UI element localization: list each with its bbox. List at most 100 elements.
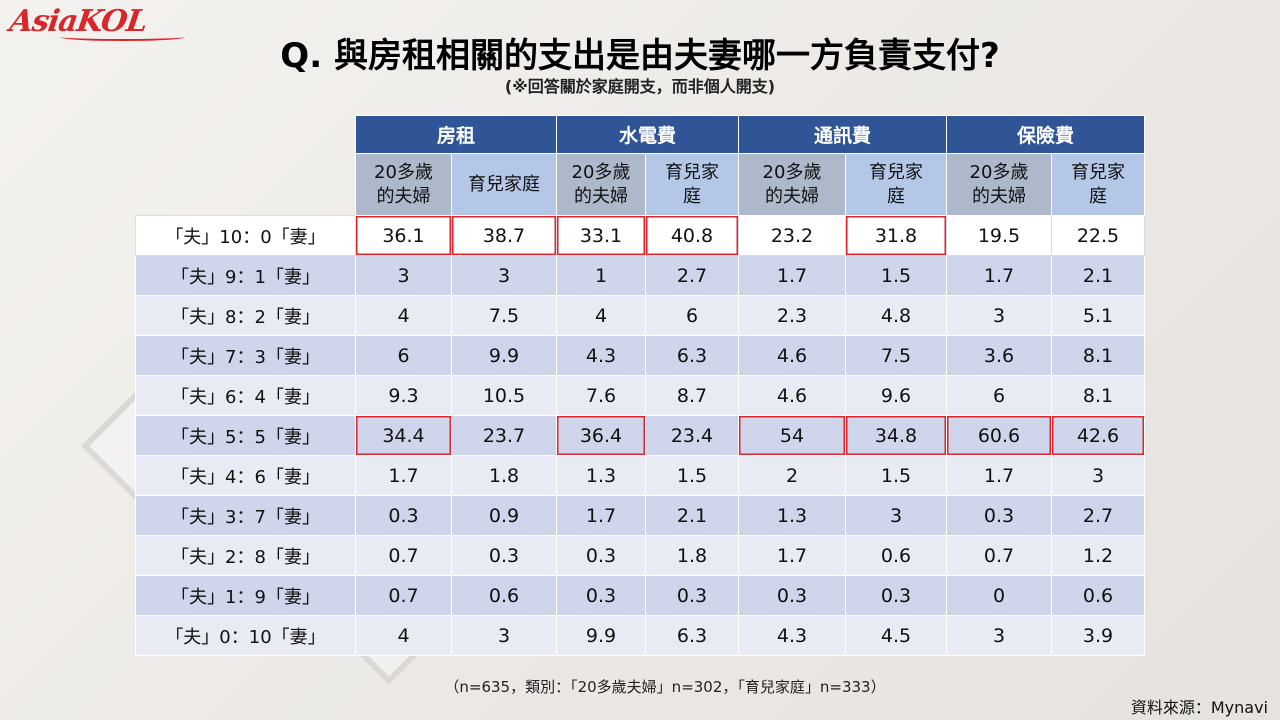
table-cell: 23.2 <box>738 215 846 256</box>
table-cell: 3.6 <box>946 335 1052 376</box>
row-label: 「夫」1：9「妻」 <box>135 575 356 616</box>
table-cell: 4.6 <box>738 375 846 416</box>
subheader-line: 的夫婦 <box>574 185 628 207</box>
table-cell: 2.3 <box>738 295 846 336</box>
table-cell: 0.3 <box>556 535 646 576</box>
table-cell: 9.3 <box>355 375 452 416</box>
subheader-20s-couples: 20多歲 的夫婦 <box>946 153 1052 216</box>
table-cell: 4 <box>355 295 452 336</box>
subheader-child-rearing: 育兒家庭 <box>451 153 557 216</box>
table-cell: 0.9 <box>451 495 557 536</box>
table-cell: 1.7 <box>738 255 846 296</box>
table-cell: 3 <box>845 495 947 536</box>
table-cell: 8.7 <box>645 375 739 416</box>
table-cell: 4.3 <box>556 335 646 376</box>
table-cell: 3 <box>355 255 452 296</box>
table-cell: 31.8 <box>845 215 947 256</box>
table-cell: 7.6 <box>556 375 646 416</box>
table-cell: 4.8 <box>845 295 947 336</box>
table-cell: 1.7 <box>738 535 846 576</box>
row-label: 「夫」7：3「妻」 <box>135 335 356 376</box>
table-cell: 2 <box>738 455 846 496</box>
group-header-telecom: 通訊費 <box>738 115 947 154</box>
table-cell: 7.5 <box>451 295 557 336</box>
table-cell: 0.3 <box>738 575 846 616</box>
source-credit: 資料來源：Mynavi <box>1130 698 1268 717</box>
table-cell: 1.7 <box>355 455 452 496</box>
table-cell: 34.8 <box>845 415 947 456</box>
table-cell: 4 <box>556 295 646 336</box>
table-cell: 10.5 <box>451 375 557 416</box>
subheader-line: 庭 <box>683 185 701 207</box>
subheader-line: 20多歲 <box>374 161 433 183</box>
table-cell: 1.3 <box>556 455 646 496</box>
table-row: 「夫」4：6「妻」 1.7 1.8 1.3 1.5 2 1.5 1.7 3 <box>135 455 1145 496</box>
table-row: 「夫」3：7「妻」 0.3 0.9 1.7 2.1 1.3 3 0.3 2.7 <box>135 495 1145 536</box>
subheader-child-rearing: 育兒家庭 <box>845 153 947 216</box>
table-cell: 9.6 <box>845 375 947 416</box>
table-cell: 0.3 <box>645 575 739 616</box>
table-cell: 54 <box>738 415 846 456</box>
table-cell: 42.6 <box>1051 415 1145 456</box>
table-cell: 36.4 <box>556 415 646 456</box>
group-header-utilities: 水電費 <box>556 115 739 154</box>
table-cell: 1.3 <box>738 495 846 536</box>
subheader-line: 20多歲 <box>969 161 1029 183</box>
table-cell: 0.3 <box>946 495 1052 536</box>
table-cell: 23.4 <box>645 415 739 456</box>
table-cell: 0.6 <box>845 535 947 576</box>
survey-table: 房租 水電費 通訊費 保險費 20多歲 的夫婦 育兒家庭 20多歲 的夫婦 育兒家庭 20多… <box>135 115 1145 656</box>
table-cell: 19.5 <box>946 215 1052 256</box>
table-cell: 0.3 <box>845 575 947 616</box>
table-cell: 3 <box>946 615 1052 656</box>
table-cell: 1.8 <box>645 535 739 576</box>
subheader-line: 育兒家 <box>869 161 923 183</box>
table-cell: 3 <box>946 295 1052 336</box>
table-cell: 0.7 <box>355 535 452 576</box>
table-cell: 8.1 <box>1051 375 1145 416</box>
table-row: 「夫」5：5「妻」 34.4 23.7 36.4 23.4 54 34.8 60.6 42.6 <box>135 415 1145 456</box>
table-cell: 1.7 <box>946 255 1052 296</box>
table-cell: 6.3 <box>645 335 739 376</box>
table-cell: 38.7 <box>451 215 557 256</box>
table-cell: 1.8 <box>451 455 557 496</box>
table-row: 「夫」9：1「妻」 3 3 1 2.7 1.7 1.5 1.7 2.1 <box>135 255 1145 296</box>
table-cell: 6 <box>645 295 739 336</box>
table-corner <box>136 116 356 154</box>
row-label: 「夫」6：4「妻」 <box>135 375 356 416</box>
row-label: 「夫」8：2「妻」 <box>135 295 356 336</box>
subheader-line: 育兒家 <box>665 161 719 183</box>
table-cell: 3.9 <box>1051 615 1145 656</box>
table-cell: 0 <box>946 575 1052 616</box>
table-cell: 0.6 <box>1051 575 1145 616</box>
table-cell: 1.7 <box>556 495 646 536</box>
page-title: Q. 與房租相關的支出是由夫妻哪一方負責支付? <box>280 36 1000 76</box>
table-cell: 3 <box>451 255 557 296</box>
row-label: 「夫」2：8「妻」 <box>135 535 356 576</box>
table-row: 「夫」10：0「妻」 36.1 38.7 33.1 40.8 23.2 31.8 19.5 22… <box>135 215 1145 256</box>
table-cell: 1 <box>556 255 646 296</box>
table-cell: 0.6 <box>451 575 557 616</box>
subheader-line: 庭 <box>887 185 905 207</box>
row-label: 「夫」3：7「妻」 <box>135 495 356 536</box>
subheader-line: 庭 <box>1089 185 1107 207</box>
subheader-line: 20多歲 <box>762 161 822 183</box>
table-cell: 3 <box>1051 455 1145 496</box>
table-cell: 1.5 <box>645 455 739 496</box>
row-label: 「夫」5：5「妻」 <box>135 415 356 456</box>
table-cell: 1.7 <box>946 455 1052 496</box>
subheader-20s-couples: 20多歲 的夫婦 <box>556 153 646 216</box>
page-subtitle: (※回答關於家庭開支，而非個人開支) <box>504 77 776 96</box>
row-label: 「夫」10：0「妻」 <box>135 215 356 256</box>
table-cell: 1.2 <box>1051 535 1145 576</box>
table-cell: 1.5 <box>845 255 947 296</box>
table-cell: 7.5 <box>845 335 947 376</box>
table-row: 「夫」1：9「妻」 0.7 0.6 0.3 0.3 0.3 0.3 0 0.6 <box>135 575 1145 616</box>
table-cell: 34.4 <box>355 415 452 456</box>
table-row: 「夫」7：3「妻」 6 9.9 4.3 6.3 4.6 7.5 3.6 8.1 <box>135 335 1145 376</box>
table-cell: 23.7 <box>451 415 557 456</box>
table-cell: 4 <box>355 615 452 656</box>
table-cell: 4.3 <box>738 615 846 656</box>
table-cell: 8.1 <box>1051 335 1145 376</box>
subheader-child-rearing: 育兒家庭 <box>1051 153 1145 216</box>
